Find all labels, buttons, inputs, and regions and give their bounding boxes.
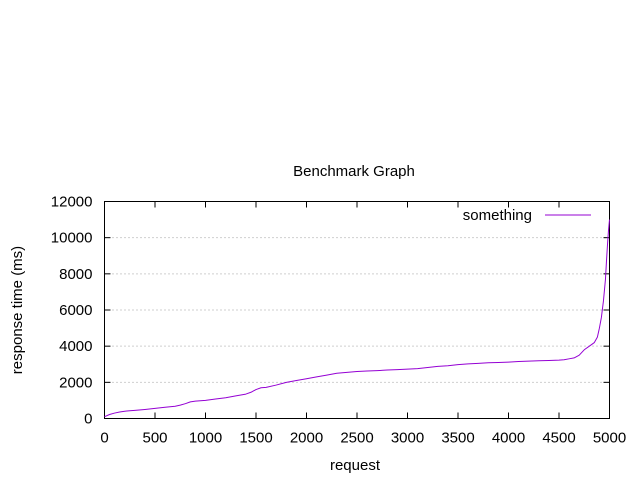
legend: something — [463, 207, 591, 224]
y-tick-label: 4000 — [59, 338, 92, 355]
y-axis-label: response time (ms) — [9, 246, 26, 374]
x-axis-label: request — [330, 457, 381, 474]
y-tick-label: 6000 — [59, 302, 92, 319]
chart-title: Benchmark Graph — [293, 163, 415, 180]
y-tick-labels: 0 2000 4000 6000 8000 10000 12000 — [51, 194, 93, 428]
y-tick-label: 10000 — [51, 230, 93, 247]
x-tick-label: 1000 — [189, 430, 222, 447]
series-line-0 — [104, 219, 610, 418]
series-group — [104, 219, 610, 418]
axis-ticks — [104, 201, 610, 419]
x-tick-label: 4500 — [542, 430, 575, 447]
x-tick-label: 3500 — [441, 430, 474, 447]
x-tick-label: 2000 — [290, 430, 323, 447]
y-tick-label: 0 — [84, 411, 92, 428]
x-tick-labels: 0 500 1000 1500 2000 2500 3000 3500 4000 4500 5000 — [100, 430, 626, 447]
y-tick-label: 8000 — [59, 266, 92, 283]
x-tick-label: 500 — [142, 430, 167, 447]
grid-lines — [104, 237, 610, 383]
x-tick-label: 5000 — [593, 430, 626, 447]
x-tick-label: 1500 — [239, 430, 272, 447]
x-tick-label: 2500 — [340, 430, 373, 447]
y-tick-label: 2000 — [59, 374, 92, 391]
legend-label: something — [463, 207, 532, 224]
x-tick-label: 4000 — [492, 430, 525, 447]
x-tick-label: 3000 — [391, 430, 424, 447]
y-tick-label: 12000 — [51, 194, 93, 211]
x-tick-label: 0 — [100, 430, 108, 447]
